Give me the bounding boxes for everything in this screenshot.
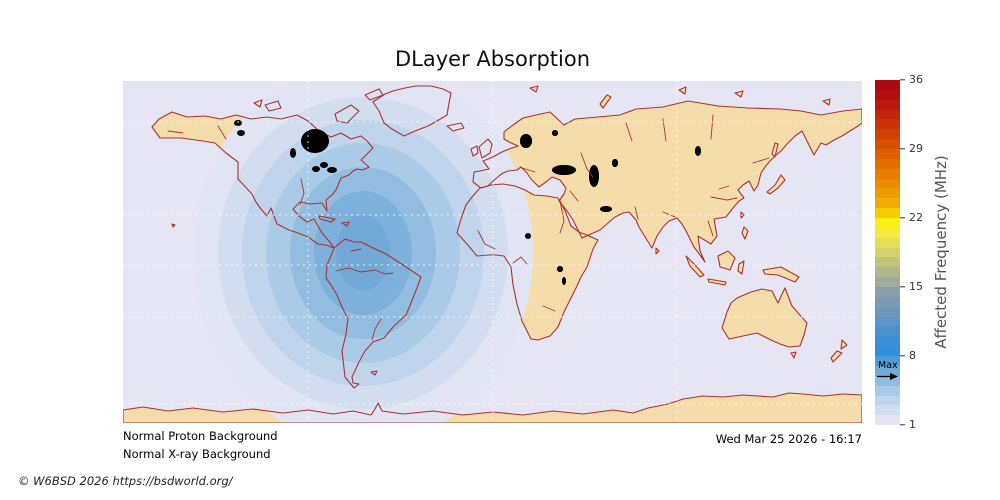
map-timestamp: Wed Mar 25 2026 - 16:17: [715, 432, 862, 446]
colorbar-band: [875, 257, 900, 268]
colorbar-tick-mark: [900, 79, 905, 81]
world-map-svg: [123, 81, 862, 423]
colorbar-band: [875, 158, 900, 169]
colorbar-band: [875, 415, 900, 426]
colorbar-band: [875, 375, 900, 386]
colorbar-max-annotation: Max: [876, 361, 899, 380]
colorbar-band: [875, 296, 900, 307]
colorbar-tick-label: 8: [909, 348, 916, 362]
colorbar-tick-mark: [900, 355, 905, 357]
colorbar-band: [875, 178, 900, 189]
colorbar-band: [875, 237, 900, 248]
xray-status-text: Normal X-ray Background: [123, 447, 271, 461]
colorbar-tick-mark: [900, 424, 905, 426]
colorbar-band: [875, 99, 900, 110]
world-map: [123, 81, 862, 423]
colorbar-axis-label: Affected Frequency (MHz): [932, 155, 950, 349]
rivers: [167, 114, 770, 341]
colorbar-tick-label: 22: [909, 210, 923, 224]
colorbar-band: [875, 149, 900, 159]
colorbar-band: [875, 385, 900, 396]
colorbar-tick-mark: [900, 286, 905, 288]
colorbar-band: [875, 336, 900, 347]
colorbar-band: [875, 267, 900, 278]
colorbar-band: [875, 326, 900, 337]
colorbar-gradient: [875, 80, 900, 426]
colorbar-band: [875, 80, 900, 90]
colorbar-band: [875, 89, 900, 100]
colorbar-band: [875, 139, 900, 150]
colorbar-band: [875, 168, 900, 179]
proton-status-text: Normal Proton Background: [123, 429, 278, 443]
colorbar-band: [875, 119, 900, 130]
colorbar-ticks: 36 29 22 15 8 1: [900, 73, 960, 431]
absorption-band-max: [336, 215, 390, 291]
colorbar-band: [875, 129, 900, 140]
colorbar-band: [875, 198, 900, 209]
colorbar-band: [875, 287, 900, 297]
colorbar-band: [875, 405, 900, 416]
colorbar-band: [875, 356, 900, 366]
colorbar-band: [875, 188, 900, 199]
colorbar-tick-label: 36: [909, 72, 923, 86]
colorbar-tick-label: 1: [909, 417, 916, 431]
colorbar-band: [875, 365, 900, 376]
max-annotation-label: Max: [878, 360, 898, 371]
colorbar-band: [875, 109, 900, 120]
max-arrow-icon: [877, 373, 898, 380]
colorbar-band: [875, 306, 900, 317]
colorbar-band: [875, 247, 900, 258]
colorbar-band: [875, 227, 900, 238]
colorbar-band: [875, 395, 900, 406]
colorbar-band: [875, 208, 900, 219]
status-lines: Normal Proton Background Normal X-ray Ba…: [123, 427, 278, 463]
colorbar-band: [875, 218, 900, 228]
colorbar-tick-label: 29: [909, 141, 923, 155]
copyright-text: © W6BSD 2026 https://bsdworld.org/: [18, 474, 233, 488]
colorbar-tick-mark: [900, 217, 905, 219]
colorbar-tick-label: 15: [909, 279, 923, 293]
colorbar-band: [875, 277, 900, 288]
page-title: DLayer Absorption: [394, 47, 591, 71]
colorbar-tick-mark: [900, 148, 905, 150]
colorbar-band: [875, 346, 900, 357]
colorbar-band: [875, 316, 900, 327]
